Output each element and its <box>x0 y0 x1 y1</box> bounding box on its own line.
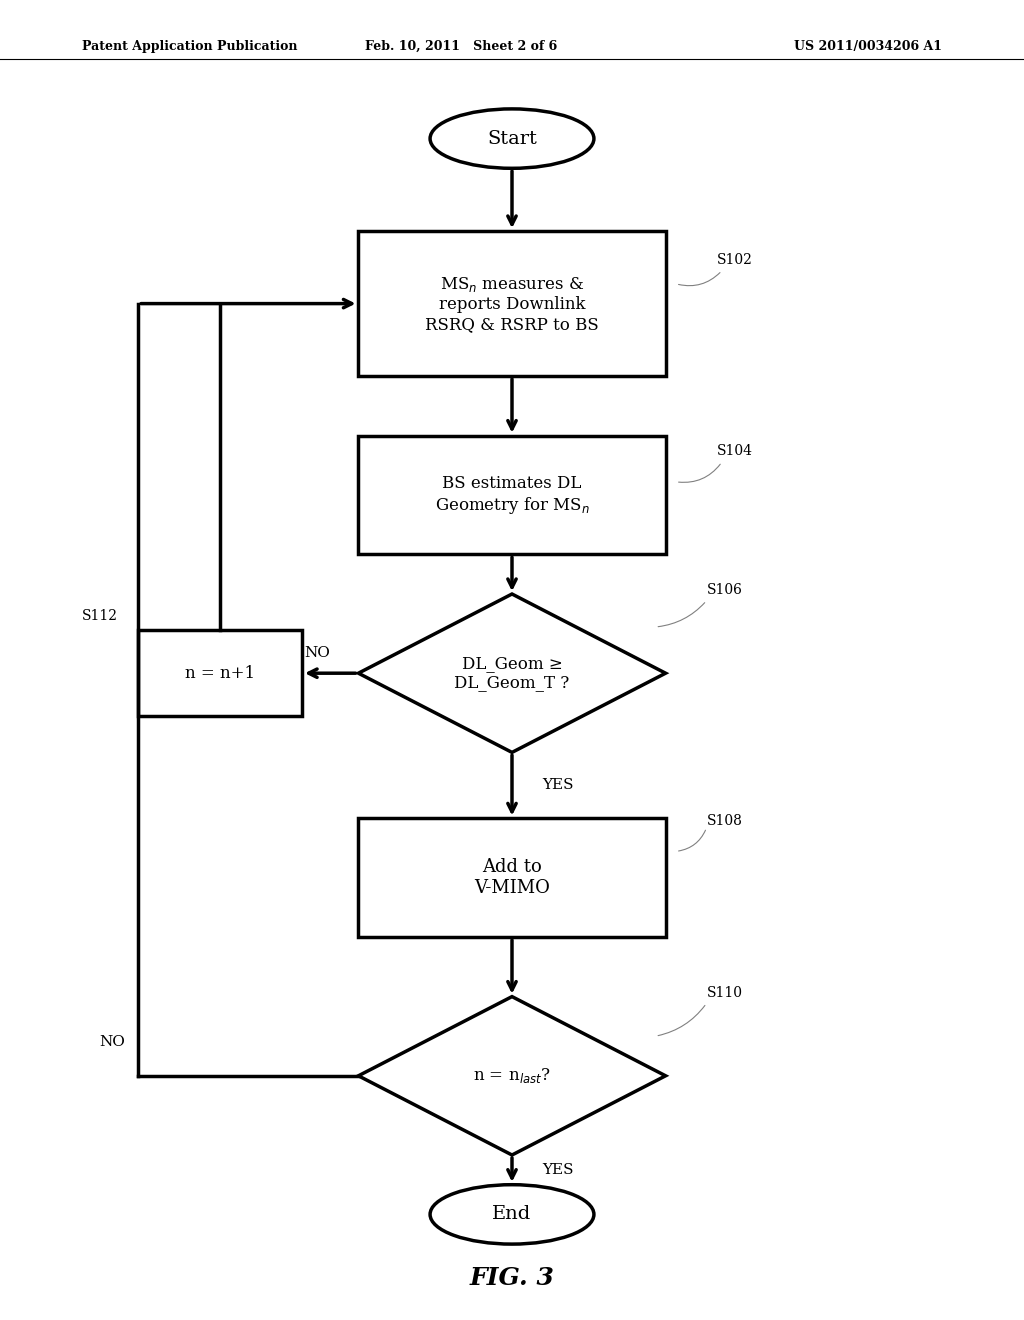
Text: S108: S108 <box>707 814 742 828</box>
Text: S104: S104 <box>717 445 753 458</box>
Text: YES: YES <box>543 1163 573 1177</box>
Text: S110: S110 <box>707 986 742 999</box>
Text: NO: NO <box>99 1035 126 1049</box>
Text: S106: S106 <box>707 583 742 597</box>
Text: S112: S112 <box>82 610 118 623</box>
Text: MS$_n$ measures &
reports Downlink
RSRQ & RSRP to BS: MS$_n$ measures & reports Downlink RSRQ … <box>425 275 599 333</box>
Text: US 2011/0034206 A1: US 2011/0034206 A1 <box>794 40 942 53</box>
Text: NO: NO <box>304 647 331 660</box>
Text: YES: YES <box>543 779 573 792</box>
Text: Start: Start <box>487 129 537 148</box>
Text: DL_Geom ≥
DL_Geom_T ?: DL_Geom ≥ DL_Geom_T ? <box>455 655 569 692</box>
Text: Patent Application Publication: Patent Application Publication <box>82 40 297 53</box>
Text: S102: S102 <box>717 253 753 267</box>
Text: n = n+1: n = n+1 <box>185 665 255 681</box>
Text: Feb. 10, 2011   Sheet 2 of 6: Feb. 10, 2011 Sheet 2 of 6 <box>365 40 557 53</box>
Text: End: End <box>493 1205 531 1224</box>
Text: BS estimates DL
Geometry for MS$_n$: BS estimates DL Geometry for MS$_n$ <box>435 474 589 516</box>
Text: FIG. 3: FIG. 3 <box>470 1266 554 1290</box>
Text: Add to
V-MIMO: Add to V-MIMO <box>474 858 550 898</box>
Text: n = n$_{last}$?: n = n$_{last}$? <box>473 1067 551 1085</box>
